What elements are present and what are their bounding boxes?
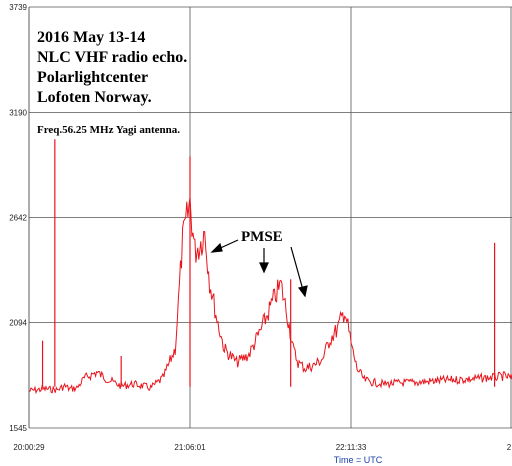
title-line-2: NLC VHF radio echo. bbox=[37, 49, 188, 66]
title-line-4: Lofoten Norway. bbox=[37, 89, 152, 106]
y-tick-label: 3739 bbox=[9, 3, 27, 12]
x-tick-label: 21:06:01 bbox=[174, 443, 206, 452]
signal-series-line bbox=[28, 197, 512, 395]
x-tick-label: 22:11:33 bbox=[336, 443, 367, 452]
arrow-3 bbox=[290, 246, 304, 291]
arrowhead-1 bbox=[210, 242, 223, 253]
arrowhead-3 bbox=[297, 285, 308, 298]
x-tick-label: 20:00:29 bbox=[13, 443, 45, 452]
chart-subtitle: Freq.56.25 MHz Yagi antenna. bbox=[37, 124, 180, 136]
y-tick-label: 1545 bbox=[9, 424, 27, 433]
y-tick-labels: 3739 3190 2642 2094 1545 bbox=[9, 3, 27, 433]
spike-markers bbox=[41, 139, 496, 387]
x-axis-label: Time = UTC bbox=[334, 455, 383, 465]
x-tick-label: 2 bbox=[507, 443, 512, 452]
y-tick-label: 2094 bbox=[9, 319, 27, 328]
title-line-1: 2016 May 13-14 bbox=[37, 29, 146, 46]
annotation-arrows bbox=[210, 239, 308, 298]
y-tick-label: 2642 bbox=[9, 214, 27, 223]
arrowhead-2 bbox=[259, 262, 269, 274]
pmse-annotation: PMSE bbox=[241, 229, 283, 245]
title-line-3: Polarlightcenter bbox=[37, 69, 149, 86]
x-tick-labels: 20:00:29 21:06:01 22:11:33 2 bbox=[13, 443, 511, 452]
y-tick-label: 3190 bbox=[9, 108, 27, 117]
